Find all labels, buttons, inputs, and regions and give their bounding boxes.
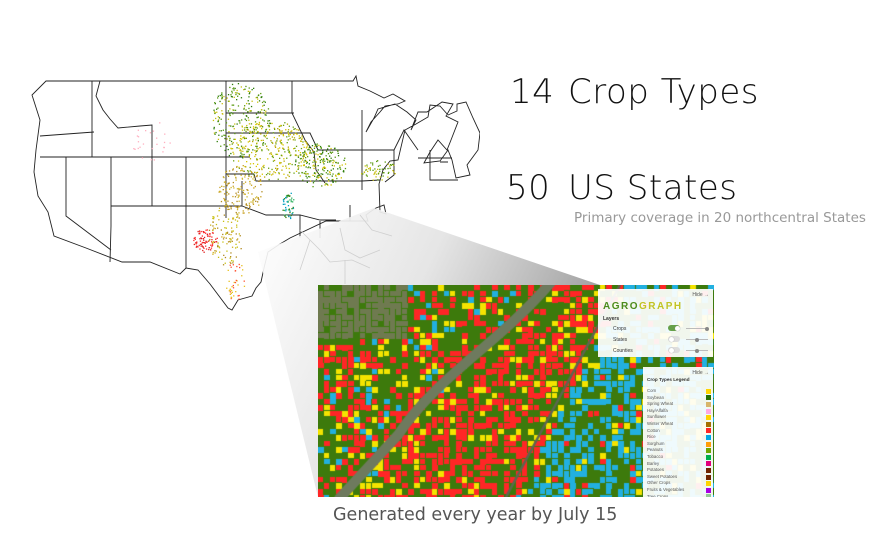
counties-opacity-slider[interactable] (686, 348, 708, 353)
layer-row-states: States (598, 336, 713, 346)
states-toggle[interactable] (668, 336, 680, 342)
crops-toggle[interactable] (668, 325, 680, 331)
hide-legend-button[interactable]: Hide → (692, 370, 709, 376)
legend-swatch (706, 481, 711, 487)
legend-title: Crop Types Legend (647, 377, 690, 382)
stat-number: 50 (506, 168, 551, 208)
caption: Generated every year by July 15 (333, 505, 618, 525)
coverage-note: Primary coverage in 20 northcentral Stat… (574, 210, 866, 226)
legend-item: Sunflower (647, 414, 711, 421)
counties-toggle[interactable] (668, 347, 680, 353)
legend-swatch (706, 421, 711, 427)
legend-item: Cotton (647, 428, 711, 435)
legend-item: Soybean (647, 395, 711, 402)
legend-swatch (706, 415, 711, 421)
legend-item: Spring Wheat (647, 401, 711, 408)
layers-panel: Hide → AGROGRAPH Layers Crops States Cou… (598, 289, 713, 357)
legend-swatch (706, 467, 711, 473)
layers-title: Layers (603, 316, 620, 322)
legend-item: Hay/Alfalfa (647, 408, 711, 415)
crops-opacity-slider[interactable] (686, 326, 709, 331)
legend-list: Corn Soybean Spring Wheat Hay/Alfalfa Sunflo… (647, 388, 711, 497)
legend-swatch (706, 401, 711, 407)
legend-item: Sweet Potatoes (647, 474, 711, 481)
legend-swatch (706, 434, 711, 440)
legend-item: Barley (647, 461, 711, 468)
stat-label: US States (568, 168, 738, 208)
crop-types-legend-panel: Hide → Crop Types Legend Corn Soybean Spri… (643, 367, 713, 497)
us-crop-overview-map (31, 74, 480, 311)
legend-item: Potatoes (647, 467, 711, 474)
hide-layers-button[interactable]: Hide → (692, 292, 709, 298)
legend-item: Peanuts (647, 447, 711, 454)
legend-item: Rice (647, 434, 711, 441)
legend-item: Tobacco (647, 454, 711, 461)
stat-label: Crop Types (568, 72, 759, 112)
stat-number: 14 (510, 72, 555, 112)
stat-crop-types: 14 Crop Types (510, 72, 759, 112)
legend-item: Other Crops (647, 480, 711, 487)
legend-swatch (706, 388, 711, 394)
legend-swatch (706, 448, 711, 454)
legend-item: Winter Wheat (647, 421, 711, 428)
layer-row-crops: Crops (598, 325, 713, 335)
legend-swatch (706, 461, 711, 467)
legend-item: Tree Crops (647, 494, 711, 497)
legend-item: Fruits & Vegetables (647, 487, 711, 494)
legend-item: Sorghum (647, 441, 711, 448)
legend-swatch (706, 454, 711, 460)
legend-swatch (706, 441, 711, 447)
legend-swatch (706, 494, 711, 497)
stat-us-states: 50 US States (506, 168, 738, 208)
legend-swatch (706, 395, 711, 401)
legend-swatch (706, 428, 711, 434)
legend-swatch (706, 474, 711, 480)
agrograph-inset-map: Hide → AGROGRAPH Layers Crops States Cou… (318, 285, 714, 497)
layer-row-counties: Counties (598, 347, 713, 357)
legend-swatch (706, 487, 711, 493)
us-outline (31, 74, 480, 311)
legend-swatch (706, 408, 711, 414)
crop-density-dots (133, 83, 396, 300)
states-opacity-slider[interactable] (686, 337, 708, 342)
agrograph-logo: AGROGRAPH (603, 301, 683, 312)
legend-item: Corn (647, 388, 711, 395)
